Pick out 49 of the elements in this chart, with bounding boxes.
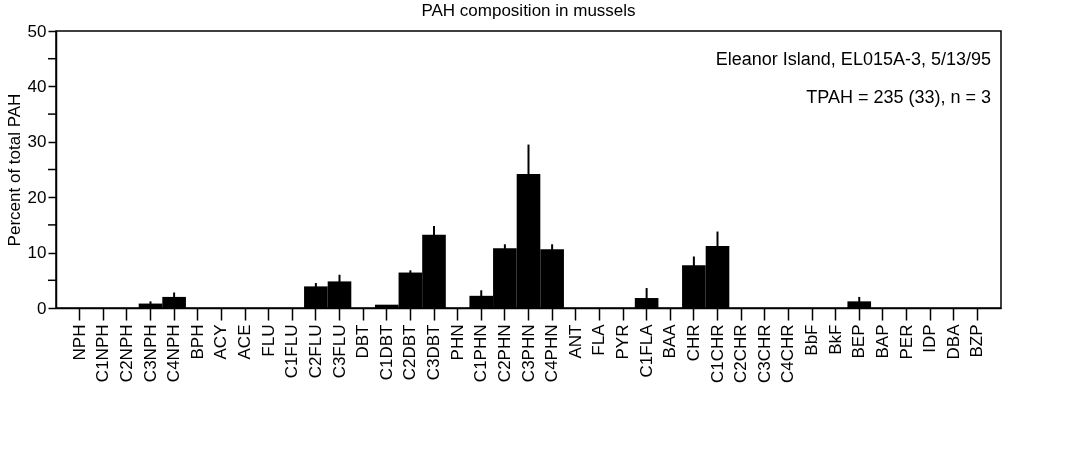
x-tick-label: C4PHN [542,324,562,383]
x-tick-label: C3NPH [140,324,160,383]
x-tick-label: PYR [613,324,632,360]
x-tick-label: C3CHR [754,324,774,384]
x-tick-label: C3DBT [424,324,443,381]
annotation: Eleanor Island, EL015A-3, 5/13/95 [715,49,991,69]
x-tick-label: DBT [353,324,373,359]
x-tick-label: C1FLU [282,324,302,379]
x-tick-label: C3FLU [329,324,349,379]
y-tick-label: 0 [37,298,47,318]
y-tick-label: 20 [27,187,47,207]
x-tick-label: BEP [849,324,869,359]
x-tick-label: C1PHN [471,324,491,383]
x-tick-label: C1NPH [93,324,113,383]
x-tick-label: C1CHR [707,324,727,384]
x-tick-label: FLU [258,324,278,357]
x-tick-label: BPH [187,324,207,360]
y-tick-label: 40 [27,76,47,96]
annotation: TPAH = 235 (33), n = 3 [806,87,991,107]
x-tick-label: C4NPH [164,324,184,383]
y-tick-label: 10 [27,243,47,263]
x-tick-label: C1DBT [376,324,396,381]
x-tick-label: C2FLU [305,324,325,379]
x-tick-label: ACE [235,324,254,360]
x-tick-label: C3PHN [518,324,538,383]
x-tick-label: ANT [565,324,585,359]
y-tick-label: 50 [27,21,47,41]
x-tick-label: C2NPH [116,324,136,383]
y-axis-title: Percent of total PAH [4,93,24,247]
x-tick-label: BbF [802,324,821,356]
x-tick-label: C2CHR [731,324,751,384]
x-tick-label: C4CHR [778,324,798,384]
x-tick-label: ACY [211,324,231,360]
x-tick-label: C2PHN [494,324,514,383]
x-tick-label: BAP [872,324,892,359]
x-tick-label: BAA [660,323,680,359]
x-tick-label: PHN [447,324,467,361]
x-tick-label: DBA [943,323,963,360]
x-tick-label: CHR [683,324,703,362]
x-tick-label: PER [896,324,916,360]
x-tick-label: FLA [589,323,609,356]
chart-title: PAH composition in mussels [421,1,636,20]
x-tick-label: IDP [920,324,940,353]
y-tick-label: 30 [27,132,47,152]
x-tick-label: BZP [967,324,987,358]
x-tick-label: C1FLA [636,323,656,378]
x-tick-label: C2DBT [400,324,420,381]
x-tick-label: BkF [825,324,845,355]
x-tick-label: NPH [69,324,89,361]
